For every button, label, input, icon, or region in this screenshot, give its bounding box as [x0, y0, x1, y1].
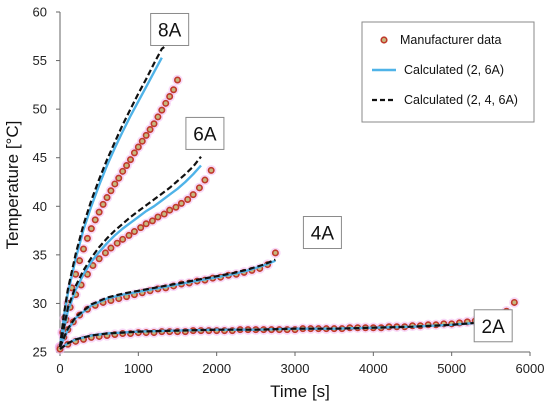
x-tick-label: 5000 [437, 361, 466, 376]
data-point [91, 216, 99, 224]
data-point [154, 213, 162, 221]
data-point [207, 166, 215, 174]
data-point [189, 191, 197, 199]
series-line-calculated-2-4-6a-6a [58, 156, 202, 348]
data-point [76, 257, 84, 265]
data-point [271, 249, 279, 257]
data-point [119, 235, 127, 243]
y-tick-label: 25 [33, 345, 47, 360]
data-point [87, 225, 95, 233]
x-tick-label: 3000 [281, 361, 310, 376]
data-point [154, 113, 162, 121]
curve-label-box-4a [302, 216, 342, 250]
legend-label-calculated-2-4-6a: Calculated (2, 4, 6A) [404, 93, 518, 107]
x-axis-title: Time [s] [270, 382, 330, 401]
data-point [130, 228, 138, 236]
curve-label-box-2a [473, 309, 513, 343]
x-tick-label: 6000 [516, 361, 545, 376]
legend: Manufacturer data Calculated (2, 6A) Cal… [361, 21, 535, 123]
curve-label-6a: 6A [193, 124, 217, 145]
data-point [174, 76, 182, 84]
data-point [177, 199, 185, 207]
data-point [195, 184, 203, 192]
legend-box [361, 21, 535, 123]
data-point [107, 187, 115, 195]
y-tick-label: 35 [33, 247, 47, 262]
data-point [148, 217, 156, 225]
data-point [150, 120, 158, 128]
x-tick-label: 0 [56, 361, 63, 376]
data-point [146, 126, 154, 134]
data-point [142, 220, 150, 228]
data-point [162, 99, 170, 107]
y-tick-label: 50 [33, 102, 47, 117]
data-point [184, 195, 192, 203]
data-point [127, 156, 135, 164]
data-point [137, 224, 145, 232]
y-axis-title: Temperature [°C] [3, 121, 22, 250]
data-point [201, 176, 209, 184]
data-point [111, 180, 119, 188]
data-point [95, 255, 103, 263]
data-point [172, 203, 180, 211]
data-point [134, 143, 142, 151]
curve-label-4a: 4A [311, 224, 335, 245]
data-point [125, 231, 133, 239]
y-tick-label: 55 [33, 53, 47, 68]
curve-label-2a: 2A [482, 317, 506, 338]
series-line-calculated-2-4-6a-4a [58, 258, 276, 348]
y-tick-label: 45 [33, 150, 47, 165]
data-point [166, 93, 174, 101]
data-point [83, 234, 91, 242]
axes: 0 1000 2000 3000 4000 5000 6000 25 30 35 40 45 50 55 6… [33, 5, 545, 377]
legend-marker-manufacturer [380, 36, 388, 44]
data-point [103, 194, 111, 202]
data-point [160, 210, 168, 218]
curve-label-box-8a [150, 12, 190, 46]
data-point [166, 206, 174, 214]
marker-group-8a [54, 74, 183, 353]
data-point [99, 200, 107, 208]
curve-label-box-6a [185, 116, 225, 150]
data-point [101, 249, 109, 257]
data-point [115, 174, 123, 182]
data-point [510, 298, 518, 306]
data-point [130, 149, 138, 157]
y-tick-label: 60 [33, 5, 47, 20]
y-tick-label: 40 [33, 199, 47, 214]
x-tick-label: 1000 [124, 361, 153, 376]
series-line-calculated-2-6a-6a [58, 164, 202, 348]
plot-series [54, 46, 520, 355]
data-point [107, 244, 115, 252]
y-tick-label: 30 [33, 296, 47, 311]
series-line-calculated-2-4-6a-8a [58, 46, 165, 348]
data-point [113, 239, 121, 247]
curve-label-8a: 8A [158, 20, 182, 41]
x-tick-label: 4000 [359, 361, 388, 376]
x-tick-label: 2000 [202, 361, 231, 376]
data-point [80, 245, 88, 253]
data-point [95, 208, 103, 216]
data-point [170, 86, 178, 94]
data-point [142, 131, 150, 139]
data-point [123, 161, 131, 169]
curve-labels: 8A 6A 4A 2A [150, 12, 513, 343]
data-point [119, 167, 127, 175]
legend-label-calculated-2-6a: Calculated (2, 6A) [404, 63, 504, 77]
data-point [158, 106, 166, 114]
legend-label-manufacturer: Manufacturer data [400, 33, 501, 47]
data-point [138, 137, 146, 145]
